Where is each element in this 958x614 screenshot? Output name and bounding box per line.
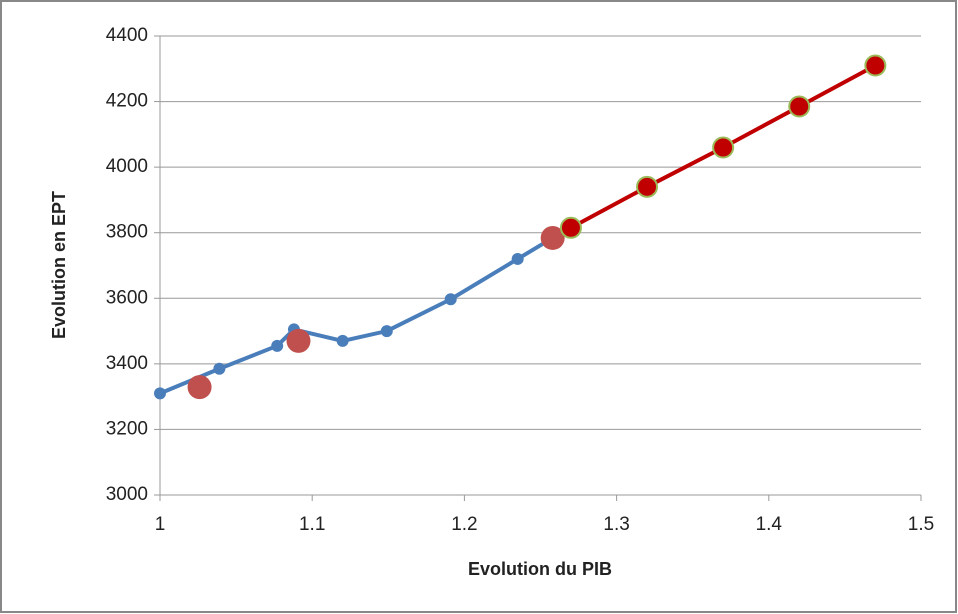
x-tick-label: 1.3 <box>603 514 629 535</box>
point <box>636 175 659 198</box>
y-tick-label: 4400 <box>106 25 148 46</box>
x-tick-label: 1.5 <box>908 514 934 535</box>
point <box>336 334 349 347</box>
point <box>187 375 212 400</box>
point <box>271 339 284 352</box>
y-axis-title: Evolution en EPT <box>49 191 69 339</box>
point <box>788 95 811 118</box>
y-tick-label: 3800 <box>106 222 148 243</box>
y-tick-label: 3600 <box>106 287 148 308</box>
y-tick-label: 4200 <box>106 91 148 112</box>
x-tick-label: 1.2 <box>451 514 477 535</box>
x-tick-label: 1.4 <box>756 514 783 535</box>
y-tick-label: 3000 <box>106 484 148 505</box>
point <box>511 252 524 265</box>
point <box>540 225 565 250</box>
x-tick-label: 1 <box>155 514 166 535</box>
point <box>864 54 887 77</box>
y-tick-label: 3400 <box>106 353 148 374</box>
y-tick-label: 3200 <box>106 418 148 439</box>
point <box>444 293 457 306</box>
x-tick-label: 1.1 <box>299 514 325 535</box>
point <box>154 387 166 400</box>
point <box>380 325 393 338</box>
point <box>213 362 226 375</box>
x-axis-title: Evolution du PIB <box>468 559 612 579</box>
point <box>712 136 735 159</box>
y-tick-label: 4000 <box>106 156 148 177</box>
point <box>559 216 582 239</box>
point <box>286 328 311 353</box>
